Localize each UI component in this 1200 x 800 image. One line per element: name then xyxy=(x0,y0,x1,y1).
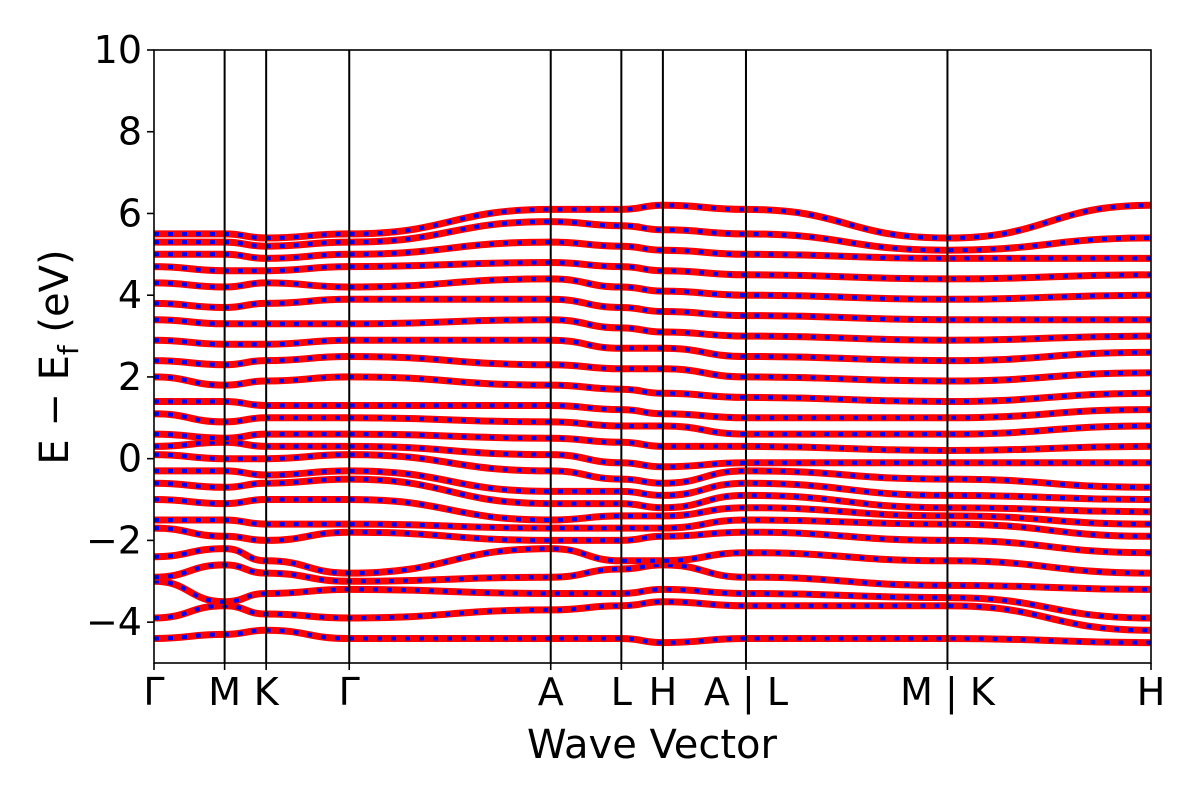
band-18-spin-up xyxy=(153,316,1152,344)
band-11-spin-up xyxy=(153,438,1151,471)
y-axis-label-unit: (eV) xyxy=(32,249,78,345)
band-9-spin-down xyxy=(154,468,1152,502)
band-12-spin-up xyxy=(153,430,1152,455)
x-tick-label-7: A | L xyxy=(704,670,788,715)
x-tick-label-5: L xyxy=(611,670,632,714)
band-19-spin-up xyxy=(153,295,1151,324)
band-16-spin-up xyxy=(153,352,1152,385)
band-lines xyxy=(153,201,1152,647)
x-tick-label-3: Γ xyxy=(339,670,360,714)
band-6-spin-up xyxy=(154,516,1152,540)
y-tick-label-2: 0 xyxy=(118,437,142,481)
x-tick-label-6: H xyxy=(649,670,678,714)
band-7-spin-up xyxy=(153,495,1152,528)
band-8-spin-down xyxy=(153,477,1152,514)
y-tick-label-5: 6 xyxy=(118,191,142,235)
y-tick-label-3: 2 xyxy=(118,355,142,399)
y-tick-label-4: 4 xyxy=(118,273,142,317)
x-tick-label-0: Γ xyxy=(143,670,164,714)
band-10-spin-down xyxy=(153,452,1152,490)
band-14-spin-up xyxy=(154,398,1152,422)
band-24-spin-up xyxy=(153,201,1152,242)
x-tick-label-4: A xyxy=(538,670,564,714)
y-tick-label-7: 10 xyxy=(94,28,142,72)
band-3-spin-down xyxy=(153,562,1152,592)
band-23-spin-up xyxy=(154,218,1152,254)
band-20-spin-up xyxy=(153,275,1152,303)
plot-frame xyxy=(153,49,1152,664)
band-0-spin-up xyxy=(153,626,1152,647)
y-tick-label-6: 8 xyxy=(118,110,142,154)
band-21-spin-up xyxy=(153,258,1152,283)
band-22-spin-up xyxy=(154,238,1151,262)
x-tick-label-8: M | K xyxy=(900,670,996,715)
band-2-spin-up xyxy=(153,577,1152,622)
y-tick-label-1: −2 xyxy=(86,518,142,562)
high-symmetry-lines xyxy=(223,50,949,663)
y-axis-label: E − Ef (eV) xyxy=(32,249,85,464)
band-17-spin-up xyxy=(153,336,1152,365)
x-axis-label: Wave Vector xyxy=(527,722,778,768)
x-tick-label-2: K xyxy=(254,670,280,714)
band-5-spin-up xyxy=(153,524,1152,557)
y-axis-label-subscript: f xyxy=(52,344,85,355)
x-tick-label-1: M xyxy=(208,670,241,714)
y-axis-label-main: E − E xyxy=(32,355,78,465)
band-15-spin-up xyxy=(153,373,1152,406)
x-tick-label-9: H xyxy=(1137,670,1166,714)
band-4-spin-down xyxy=(153,546,1152,576)
band-13-spin-up xyxy=(153,410,1152,438)
y-axis-ticks: −4 −2 0 2 4 6 8 10 xyxy=(86,28,154,644)
band-1-spin-up xyxy=(153,598,1152,634)
y-tick-label-0: −4 xyxy=(86,600,142,644)
